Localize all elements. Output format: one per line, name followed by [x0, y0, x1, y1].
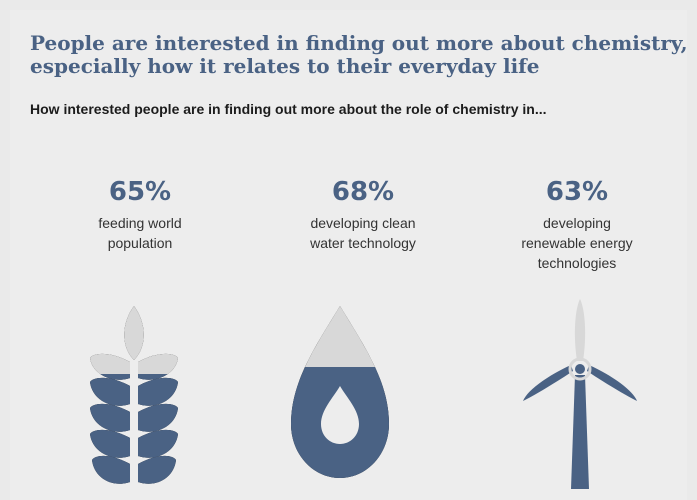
stat-label: feeding world population [98, 215, 182, 251]
stat-label: developing clean water technology [310, 215, 416, 251]
infographic: People are interested in finding out mor… [10, 10, 690, 500]
stat-value: 65% [108, 177, 172, 207]
chart-title: People are interested in finding out mor… [30, 32, 690, 78]
stat-value: 63% [545, 177, 609, 207]
water-drop-icon [285, 302, 395, 482]
stat-renewable-energy: 63% developing renewable energy technolo… [477, 175, 677, 273]
wind-turbine-icon [515, 295, 645, 495]
title-line-1: People are interested in finding out mor… [30, 31, 688, 55]
wheat-icon [82, 302, 186, 498]
stat-clean-water: 68% developing clean water technology [263, 175, 463, 253]
title-line-2: especially how it relates to their every… [30, 54, 540, 78]
chart-subtitle: How interested people are in finding out… [30, 101, 547, 117]
stat-label: developing renewable energy technologies [521, 215, 633, 271]
stat-value: 68% [331, 177, 395, 207]
stat-feeding-world: 65% feeding world population [40, 175, 240, 253]
